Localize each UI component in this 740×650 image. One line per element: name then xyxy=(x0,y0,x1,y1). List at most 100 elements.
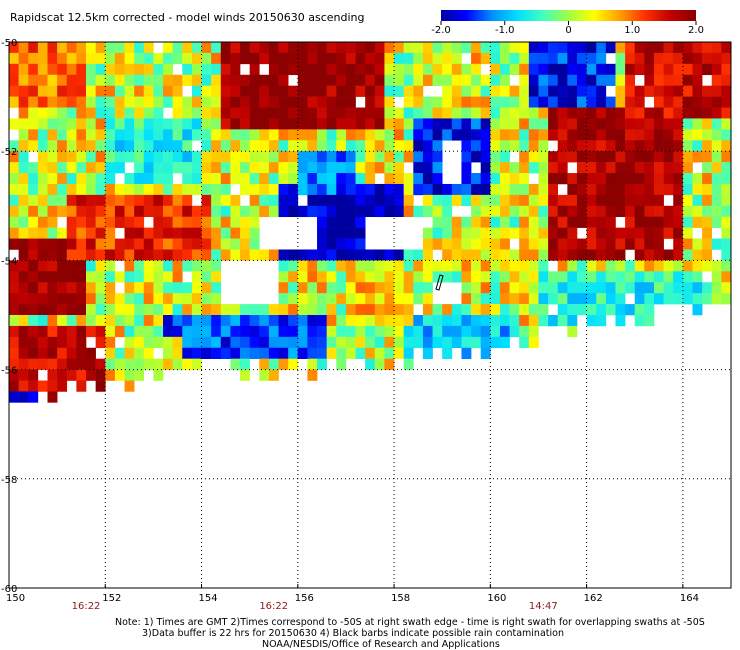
heatmap-cell xyxy=(625,205,636,218)
heatmap-cell xyxy=(403,358,414,370)
heatmap-cell xyxy=(143,173,154,185)
heatmap-cell xyxy=(422,63,433,76)
heatmap-cell xyxy=(307,52,318,65)
heatmap-cell xyxy=(66,162,77,174)
heatmap-cell xyxy=(66,325,77,338)
heatmap-cell xyxy=(480,282,491,294)
heatmap-cell xyxy=(711,96,722,108)
heatmap-cell xyxy=(653,183,664,196)
heatmap-cell xyxy=(374,336,385,349)
heatmap-cell xyxy=(721,52,732,65)
heatmap-cell xyxy=(47,194,58,207)
heatmap-cell xyxy=(634,173,645,185)
heatmap-cell xyxy=(182,304,193,316)
heatmap-cell xyxy=(567,96,578,108)
heatmap-cell xyxy=(163,194,173,207)
x-tick-label: 164 xyxy=(680,593,699,604)
heatmap-cell xyxy=(211,249,222,261)
heatmap-cell xyxy=(528,293,539,305)
heatmap-cell xyxy=(644,238,655,250)
heatmap-cell xyxy=(182,183,193,196)
heatmap-cell xyxy=(365,85,376,97)
heatmap-cell xyxy=(403,304,414,316)
heatmap-cell xyxy=(28,380,39,392)
heatmap-cell xyxy=(28,249,39,261)
heatmap-cell xyxy=(18,358,29,370)
heatmap-cell xyxy=(538,282,549,294)
heatmap-cell xyxy=(57,369,68,381)
heatmap-cell xyxy=(625,173,636,185)
heatmap-cell xyxy=(548,118,559,130)
heatmap-cell xyxy=(673,249,684,261)
heatmap-cell xyxy=(528,129,539,141)
heatmap-cell xyxy=(509,194,520,207)
heatmap-cell xyxy=(538,249,549,261)
heatmap-cell xyxy=(163,85,173,97)
heatmap-cell xyxy=(249,304,260,316)
heatmap-cell xyxy=(105,249,116,261)
heatmap-cell xyxy=(499,151,510,163)
heatmap-cell xyxy=(605,173,616,185)
heatmap-cell xyxy=(673,151,684,163)
heatmap-cell xyxy=(384,271,395,283)
heatmap-cell xyxy=(490,227,501,239)
heatmap-cell xyxy=(490,52,501,65)
heatmap-cell xyxy=(86,173,96,185)
heatmap-cell xyxy=(490,260,501,272)
heatmap-cell xyxy=(268,194,279,207)
heatmap-cell xyxy=(268,183,279,196)
heatmap-cell xyxy=(191,162,202,174)
heatmap-cell xyxy=(57,325,68,338)
heatmap-cell xyxy=(596,162,607,174)
heatmap-cell xyxy=(528,52,539,65)
heatmap-cell xyxy=(413,74,424,86)
heatmap-cell xyxy=(567,194,578,207)
heatmap-cell xyxy=(37,315,48,327)
heatmap-cell xyxy=(105,96,116,108)
heatmap-cell xyxy=(220,52,231,65)
heatmap-cell xyxy=(172,358,183,370)
heatmap-cell xyxy=(422,282,433,294)
heatmap-cell xyxy=(576,304,587,316)
heatmap-cell xyxy=(317,282,327,294)
heatmap-cell xyxy=(480,227,491,239)
heatmap-cell xyxy=(201,63,212,76)
heatmap-cell xyxy=(625,304,636,316)
heatmap-cell xyxy=(528,74,539,86)
heatmap-cell xyxy=(480,249,491,261)
heatmap-cell xyxy=(509,63,520,76)
heatmap-cell xyxy=(528,271,539,283)
heatmap-cell xyxy=(307,151,318,163)
heatmap-cell xyxy=(230,238,241,250)
heatmap-cell xyxy=(124,118,135,130)
heatmap-cell xyxy=(143,107,154,119)
heatmap-cell xyxy=(413,173,424,185)
heatmap-cell xyxy=(663,260,674,272)
heatmap-cell xyxy=(163,282,173,294)
heatmap-cell xyxy=(307,63,318,76)
heatmap-cell xyxy=(663,52,674,65)
heatmap-cell xyxy=(548,74,559,86)
heatmap-cell xyxy=(499,173,510,185)
heatmap-cell xyxy=(37,358,48,370)
heatmap-cell xyxy=(211,183,222,196)
heatmap-cell xyxy=(586,42,597,54)
heatmap-cell xyxy=(702,107,713,119)
heatmap-cell xyxy=(172,227,183,239)
heatmap-cell xyxy=(172,205,183,218)
heatmap-cell xyxy=(403,249,414,261)
heatmap-cell xyxy=(278,173,289,185)
heatmap-cell xyxy=(66,140,77,152)
heatmap-cell xyxy=(490,63,501,76)
heatmap-cell xyxy=(95,271,106,283)
heatmap-cell xyxy=(711,260,722,272)
heatmap-cell xyxy=(403,129,414,141)
heatmap-cell xyxy=(182,216,193,228)
heatmap-cell xyxy=(172,52,183,65)
heatmap-cell xyxy=(721,260,732,272)
heatmap-cell xyxy=(586,227,597,239)
heatmap-cell xyxy=(442,249,453,261)
heatmap-cell xyxy=(384,96,395,108)
heatmap-cell xyxy=(490,194,501,207)
heatmap-cell xyxy=(182,96,193,108)
